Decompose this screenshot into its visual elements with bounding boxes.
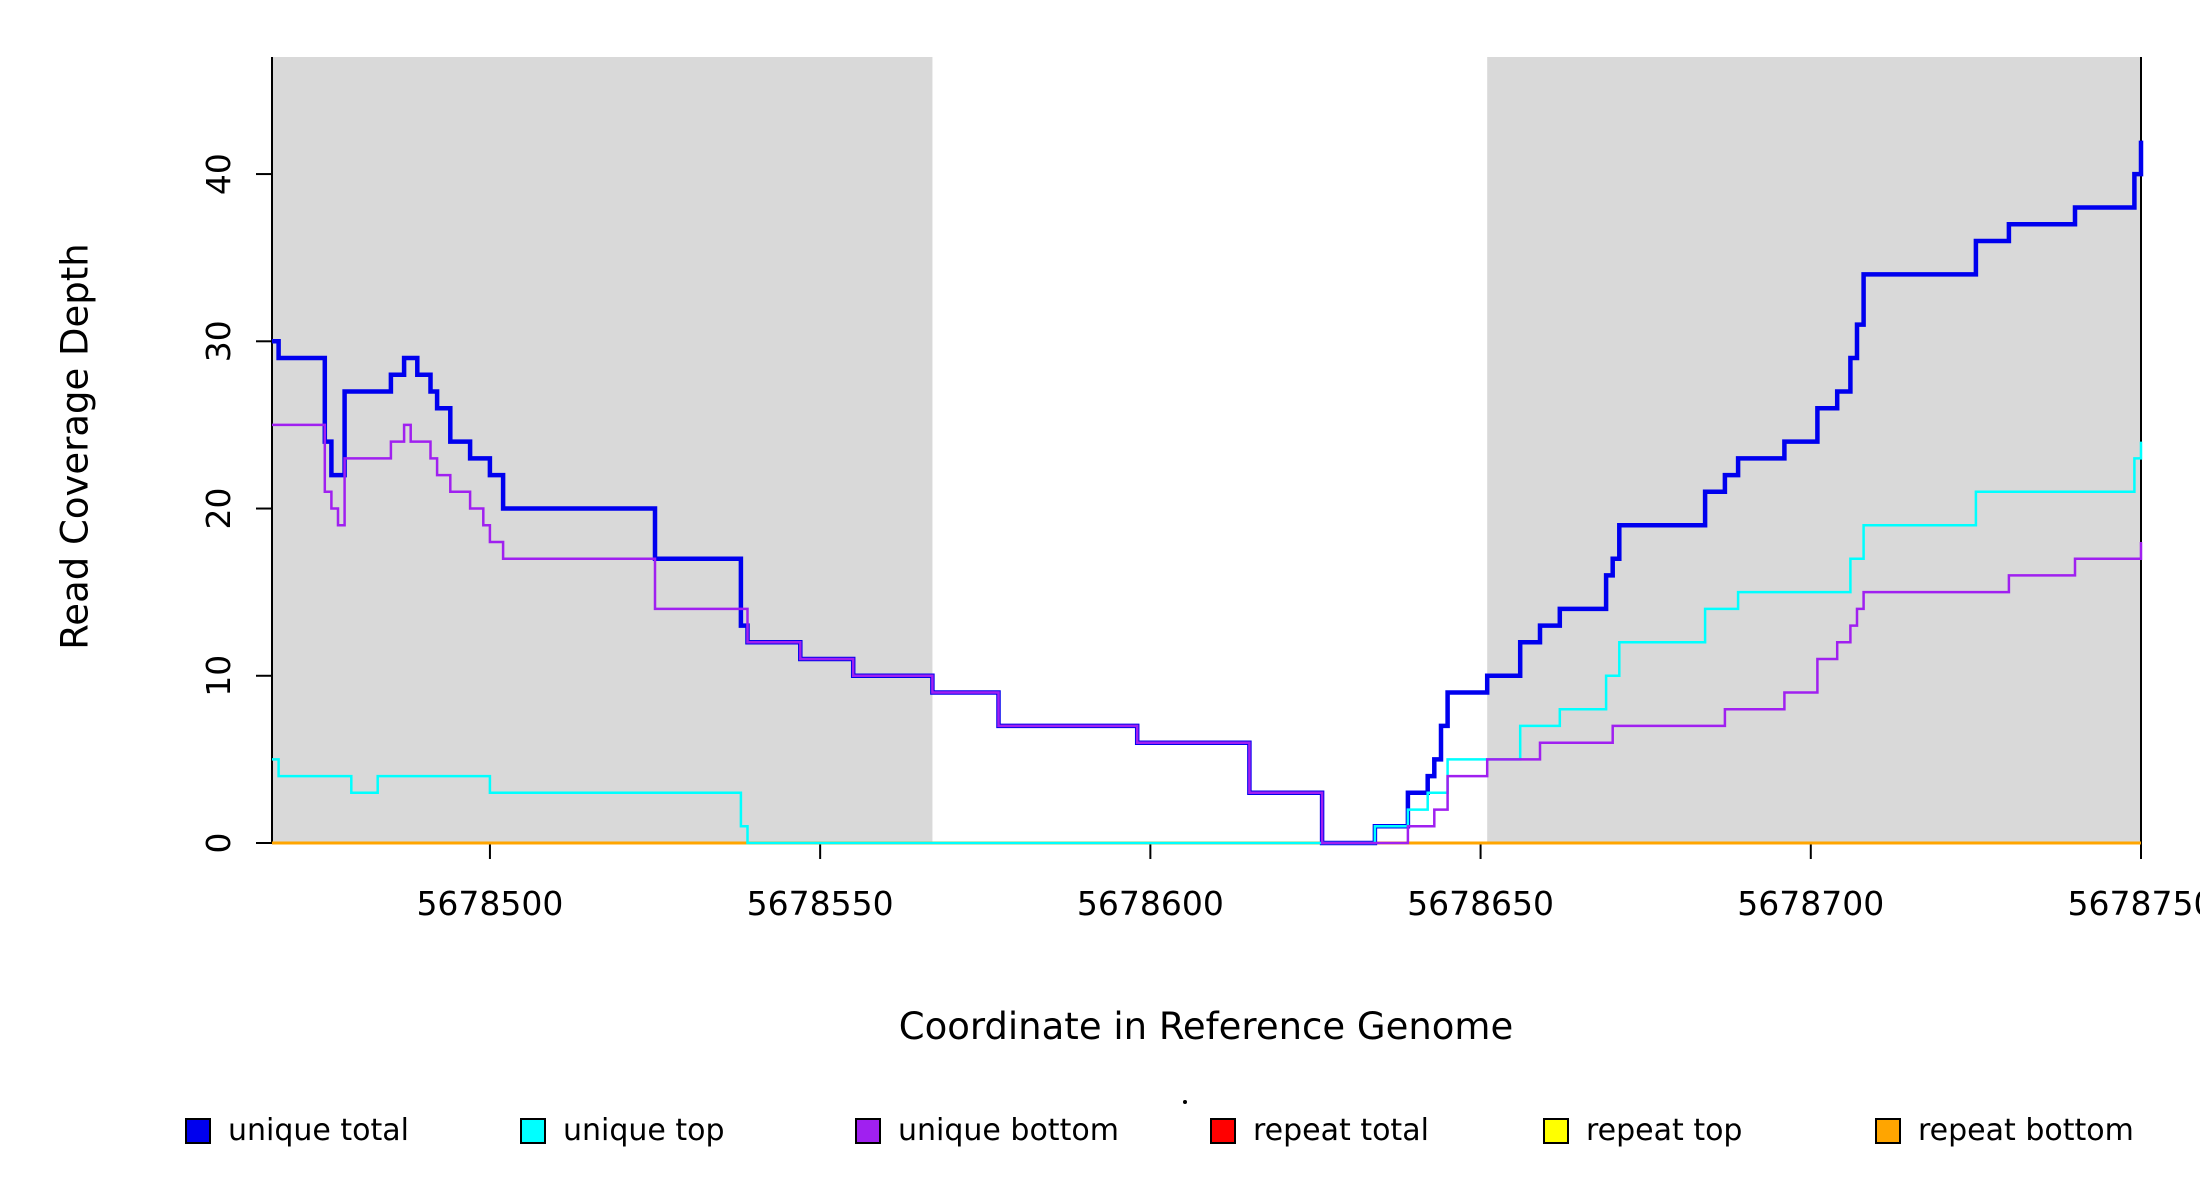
series-line-unique-total	[272, 140, 2144, 846]
x-tick-label: 5678550	[747, 884, 894, 923]
legend-entry-unique-total: unique total	[185, 1113, 409, 1148]
legend-swatch-repeat-total	[1210, 1117, 1236, 1144]
legend-label: repeat top	[1586, 1113, 1743, 1148]
legend-label: repeat total	[1253, 1113, 1429, 1148]
legend-label: unique bottom	[898, 1113, 1119, 1148]
x-axis-title: Coordinate in Reference Genome	[898, 1005, 1514, 1048]
series-line-unique-bottom	[272, 423, 2143, 845]
stray-dot	[1183, 1100, 1187, 1104]
legend-swatch-unique-total	[185, 1117, 211, 1144]
legend-swatch-unique-bottom	[855, 1117, 881, 1144]
x-tick-label: 5678600	[1077, 884, 1224, 923]
legend-entry-repeat-bottom: repeat bottom	[1875, 1113, 2134, 1148]
x-tick-label: 5678650	[1407, 884, 1554, 923]
legend-swatch-unique-top	[520, 1117, 546, 1144]
y-axis-title: Read Coverage Depth	[53, 243, 97, 650]
legend-entry-unique-bottom: unique bottom	[855, 1113, 1119, 1148]
masked-region	[272, 57, 933, 843]
y-tick-label: 0	[199, 833, 238, 854]
legend-label: repeat bottom	[1918, 1113, 2134, 1148]
legend-entry-repeat-total: repeat total	[1210, 1113, 1429, 1148]
x-tick-label: 5678750	[2068, 884, 2200, 923]
legend-label: unique total	[228, 1113, 410, 1148]
legend-entry-repeat-top: repeat top	[1543, 1113, 1742, 1148]
y-tick-label: 30	[199, 320, 238, 362]
y-tick-label: 10	[199, 655, 238, 697]
legend-swatch-repeat-bottom	[1875, 1117, 1901, 1144]
y-tick-label: 40	[199, 153, 238, 195]
legend-swatch-repeat-top	[1543, 1117, 1569, 1144]
y-tick-label: 20	[199, 488, 238, 530]
x-tick-label: 5678700	[1737, 884, 1884, 923]
masked-region	[1487, 57, 2141, 843]
legend-label: unique top	[563, 1113, 725, 1148]
legend-entry-unique-top: unique top	[520, 1113, 725, 1148]
x-tick-label: 5678500	[416, 884, 563, 923]
